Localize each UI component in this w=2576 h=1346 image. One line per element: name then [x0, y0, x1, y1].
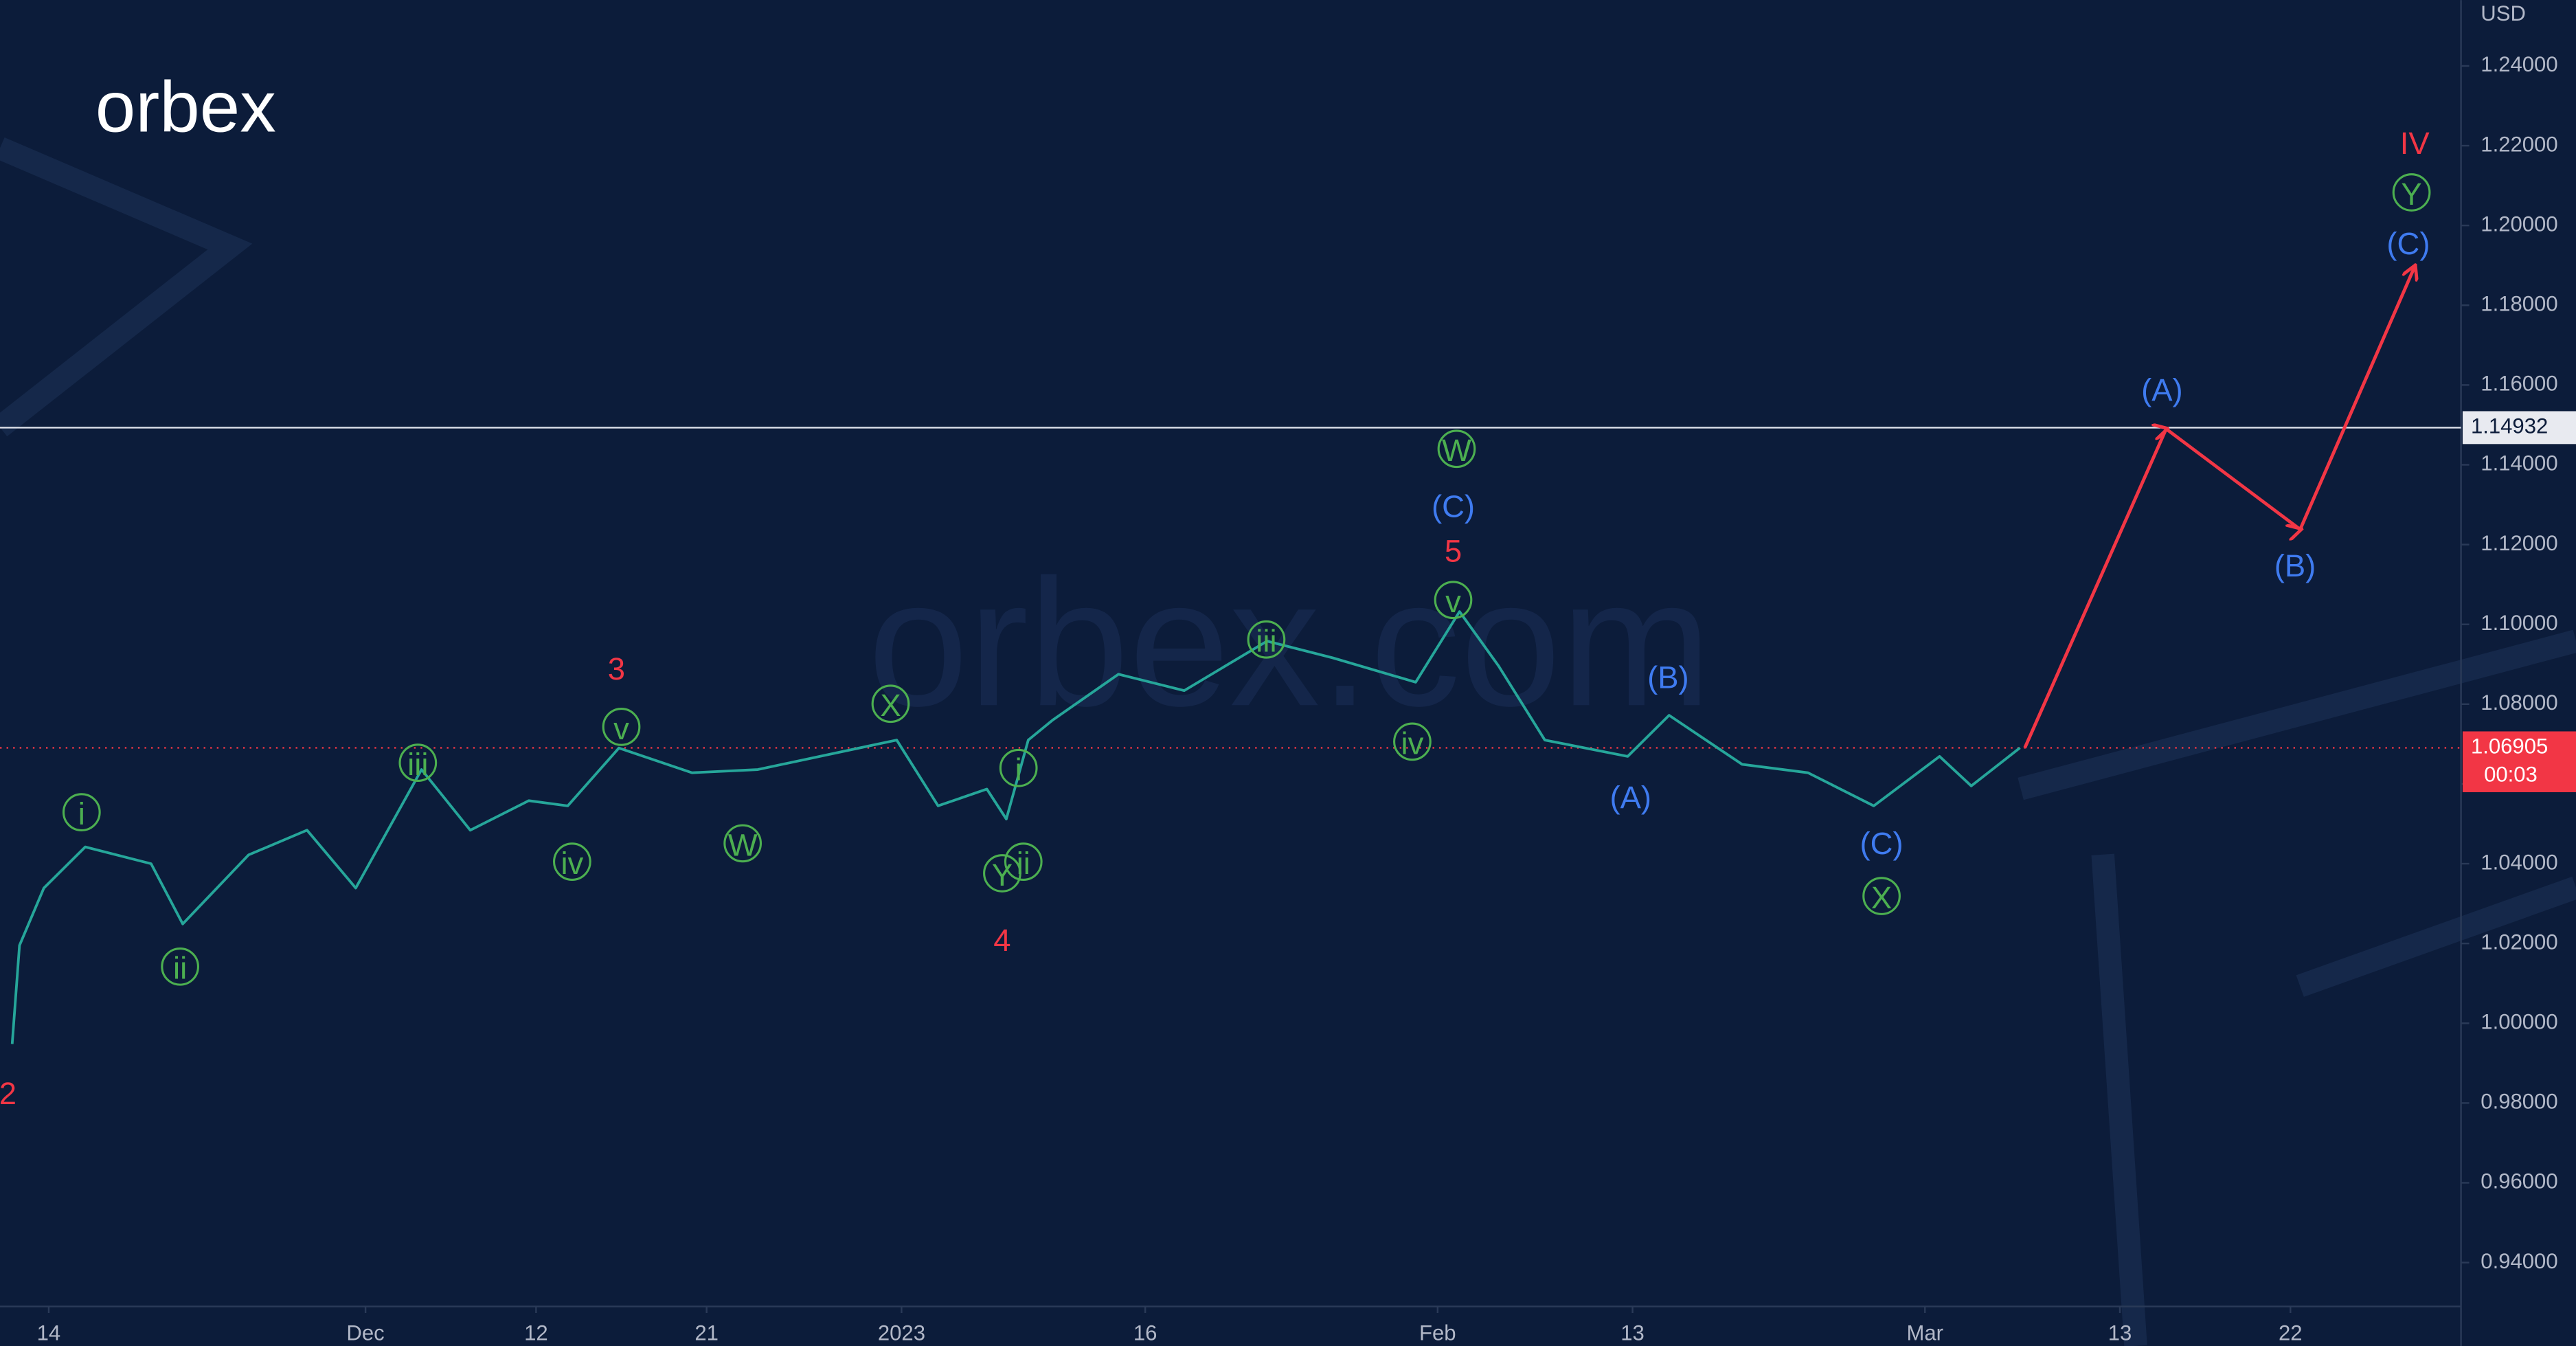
wave-circle — [1862, 877, 1901, 915]
wave-label: (A) — [2141, 372, 2183, 407]
watermark: orbex.com — [868, 541, 1711, 743]
logo: orbex — [95, 67, 276, 147]
x-tick-label: 21 — [694, 1321, 719, 1345]
x-tick-label: 2023 — [878, 1321, 925, 1345]
countdown: 00:03 — [2484, 762, 2538, 786]
y-tick-label: 1.08000 — [2481, 691, 2557, 715]
wave-label: (B) — [1647, 660, 1689, 695]
background-decoration — [0, 137, 2576, 1346]
y-tick-label: 0.94000 — [2481, 1249, 2557, 1273]
x-tick-label: Mar — [1906, 1321, 1943, 1345]
wave-circle — [871, 684, 910, 724]
x-tick-label: 12 — [524, 1321, 548, 1345]
wave-label: ii — [173, 951, 187, 986]
wave-label: (C) — [2386, 226, 2430, 261]
x-tick-label: 22 — [2279, 1321, 2303, 1345]
wave-label: 3 — [608, 651, 625, 686]
x-tick-label: 13 — [1620, 1321, 1645, 1345]
wave-circle — [1004, 842, 1043, 882]
wave-label: (A) — [1609, 780, 1651, 815]
wave-circle — [398, 743, 438, 783]
wave-label: 2 — [0, 1076, 16, 1111]
level-badge — [2462, 411, 2576, 445]
wave-label: iv — [561, 846, 583, 881]
wave-label: W — [1442, 433, 1471, 468]
y-tick-label: 1.22000 — [2481, 132, 2557, 156]
wave-label: iv — [1401, 726, 1423, 761]
y-tick-label: 1.12000 — [2481, 531, 2557, 555]
y-tick-label: 1.18000 — [2481, 291, 2557, 315]
wave-label: Y — [992, 857, 1013, 893]
price-line — [10, 610, 2021, 1044]
level-label: 1.14932 — [2471, 414, 2548, 438]
x-tick-label: 13 — [2108, 1321, 2132, 1345]
wave-label: (B) — [2274, 548, 2316, 583]
wave-label: Y — [2401, 177, 2421, 212]
y-tick-label: 1.04000 — [2481, 850, 2557, 874]
wave-circle — [1437, 429, 1476, 469]
wave-circle — [723, 824, 762, 863]
wave-label: IV — [2400, 126, 2430, 161]
y-tick-label: 0.96000 — [2481, 1169, 2557, 1193]
wave-circle — [62, 793, 101, 832]
y-tick-label: 1.24000 — [2481, 52, 2557, 76]
wave-circle — [999, 748, 1038, 787]
wave-circle — [1247, 620, 1286, 659]
wave-circle — [2392, 173, 2431, 212]
wave-circle — [1393, 722, 1432, 761]
x-tick-label: Feb — [1419, 1321, 1456, 1345]
wave-label: (C) — [1432, 489, 1475, 524]
y-tick-label: 0.98000 — [2481, 1090, 2557, 1114]
y-tick-label: 1.10000 — [2481, 611, 2557, 635]
y-tick-label: 1.16000 — [2481, 372, 2557, 396]
x-tick-label: 14 — [37, 1321, 61, 1345]
x-tick-label: Dec — [346, 1321, 384, 1345]
x-tick-label: 16 — [1133, 1321, 1157, 1345]
wave-circle — [161, 947, 199, 986]
wave-label: X — [1871, 880, 1892, 915]
wave-label: iii — [407, 747, 428, 782]
wave-label: X — [880, 688, 901, 723]
y-tick-label: 1.20000 — [2481, 212, 2557, 236]
wave-label: 4 — [993, 923, 1010, 958]
wave-label: v — [613, 711, 629, 746]
wave-label: 5 — [1445, 533, 1462, 568]
wave-circle — [602, 708, 641, 746]
wave-label: ii — [1017, 846, 1030, 881]
wave-label: iii — [1256, 624, 1276, 659]
y-tick-label: 1.00000 — [2481, 1009, 2557, 1033]
y-tick-label: 1.02000 — [2481, 930, 2557, 954]
wave-circle — [553, 842, 591, 882]
currency: USD — [2481, 1, 2526, 25]
last-price-badge — [2462, 731, 2576, 792]
last-price-label: 1.06905 — [2471, 734, 2548, 759]
wave-label: v — [1445, 584, 1461, 619]
wave-label: W — [728, 827, 758, 862]
wave-circle — [1434, 581, 1473, 620]
projection-path — [2023, 267, 2415, 749]
wave-circle — [983, 854, 1021, 893]
wave-label: i — [1015, 752, 1022, 787]
y-tick-label: 1.14000 — [2481, 451, 2557, 475]
wave-label: i — [78, 796, 85, 831]
wave-label: (C) — [1860, 826, 1903, 861]
